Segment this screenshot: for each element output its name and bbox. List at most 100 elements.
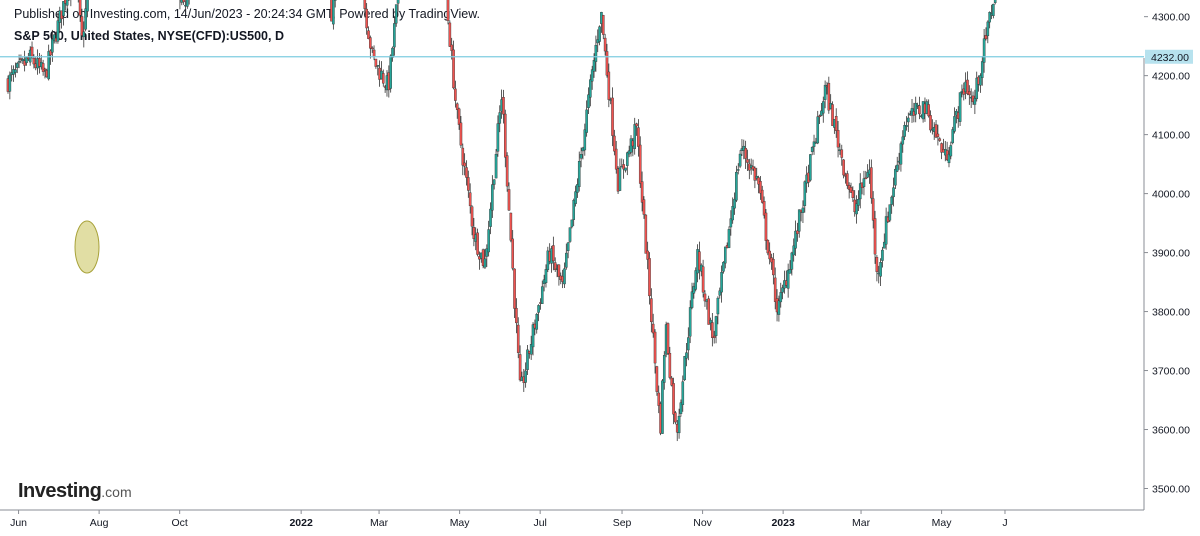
candle-up	[723, 246, 727, 264]
candle-up	[903, 124, 906, 137]
x-tick-label: 2022	[289, 517, 313, 529]
candle-up	[890, 196, 893, 205]
candle-down	[772, 258, 775, 276]
candle-down	[465, 167, 468, 178]
candle-up	[491, 184, 494, 211]
candle-up	[186, 0, 189, 7]
candle-up	[496, 123, 500, 152]
x-tick-label: Oct	[171, 517, 187, 529]
candle-up	[797, 209, 801, 232]
x-tick-label: Aug	[90, 517, 109, 529]
candle-up	[589, 79, 592, 98]
candle-up	[905, 125, 908, 127]
candle-down	[984, 35, 988, 40]
candle-up	[576, 184, 579, 193]
candle-up	[51, 39, 54, 53]
candle-up	[862, 178, 866, 187]
candle-down	[846, 173, 849, 186]
candle-up	[788, 269, 792, 274]
candle-up	[498, 112, 502, 124]
candle-up	[823, 84, 827, 100]
candle-up	[17, 61, 21, 63]
candle-up	[690, 291, 694, 308]
candle-down	[463, 162, 466, 167]
candle-down	[644, 214, 648, 254]
candle-up	[56, 20, 60, 42]
candle-down	[637, 127, 640, 147]
candle-up	[718, 290, 722, 296]
candle-up	[901, 136, 905, 145]
y-tick-label: 3700.00	[1152, 366, 1190, 378]
highlight-ellipse	[74, 220, 100, 274]
x-tick-label: Mar	[370, 517, 389, 529]
candle-down	[557, 264, 561, 277]
candle-up	[25, 57, 28, 64]
x-tick-label: Jul	[533, 517, 546, 529]
candle-up	[899, 143, 903, 165]
candle-up	[727, 229, 731, 248]
candle-up	[565, 252, 568, 268]
candle-up	[786, 269, 790, 289]
candle-down	[818, 115, 821, 118]
candle-up	[993, 0, 997, 3]
candle-up	[535, 314, 539, 330]
candle-down	[873, 218, 877, 255]
candle-down	[481, 249, 485, 266]
candle-up	[694, 270, 698, 290]
candle-down	[365, 8, 368, 29]
candle-down	[507, 189, 511, 211]
investing-logo: Investing.com	[18, 480, 132, 503]
candle-down	[757, 177, 760, 185]
candles-group	[6, 0, 997, 442]
x-tick-label: Mar	[852, 517, 871, 529]
candle-down	[467, 177, 470, 191]
x-tick-label: Sep	[613, 517, 632, 529]
candle-up	[62, 1, 65, 17]
candle-down	[468, 192, 472, 207]
candle-up	[47, 51, 50, 80]
candle-up	[975, 77, 979, 100]
candle-down	[363, 0, 367, 9]
candle-up	[391, 47, 394, 58]
candle-down	[842, 159, 845, 176]
candle-up	[570, 219, 574, 228]
candle-down	[831, 104, 834, 126]
candle-up	[812, 141, 816, 147]
level-tag-bg	[1145, 49, 1193, 64]
candle-down	[871, 198, 875, 221]
candle-up	[15, 63, 19, 68]
candle-up	[531, 324, 535, 348]
candle-up	[394, 4, 398, 24]
candle-down	[766, 239, 770, 254]
candle-up	[84, 8, 87, 30]
candle-down	[23, 60, 26, 66]
candle-down	[746, 159, 749, 163]
candle-down	[30, 46, 34, 57]
candle-down	[875, 256, 879, 272]
candle-down	[968, 91, 971, 96]
candle-up	[483, 258, 487, 268]
candle-up	[958, 92, 962, 122]
candle-up	[598, 26, 601, 42]
candle-down	[605, 51, 609, 76]
candle-down	[764, 212, 768, 241]
candle-down	[459, 122, 463, 146]
candle-down	[505, 155, 509, 187]
candle-up	[687, 337, 690, 351]
y-tick-label: 4100.00	[1152, 130, 1190, 142]
candle-up	[587, 94, 590, 109]
candle-up	[792, 245, 795, 256]
candle-down	[470, 206, 474, 227]
candle-up	[716, 297, 720, 315]
candle-up	[992, 3, 995, 16]
candle-down	[601, 15, 605, 35]
candle-down	[603, 37, 607, 52]
candle-up	[485, 248, 489, 257]
candle-down	[711, 322, 714, 338]
candle-up	[738, 153, 742, 167]
y-tick-label: 4200.00	[1152, 71, 1190, 83]
candle-down	[448, 22, 452, 47]
candle-down	[918, 105, 921, 115]
candle-up	[988, 12, 991, 23]
